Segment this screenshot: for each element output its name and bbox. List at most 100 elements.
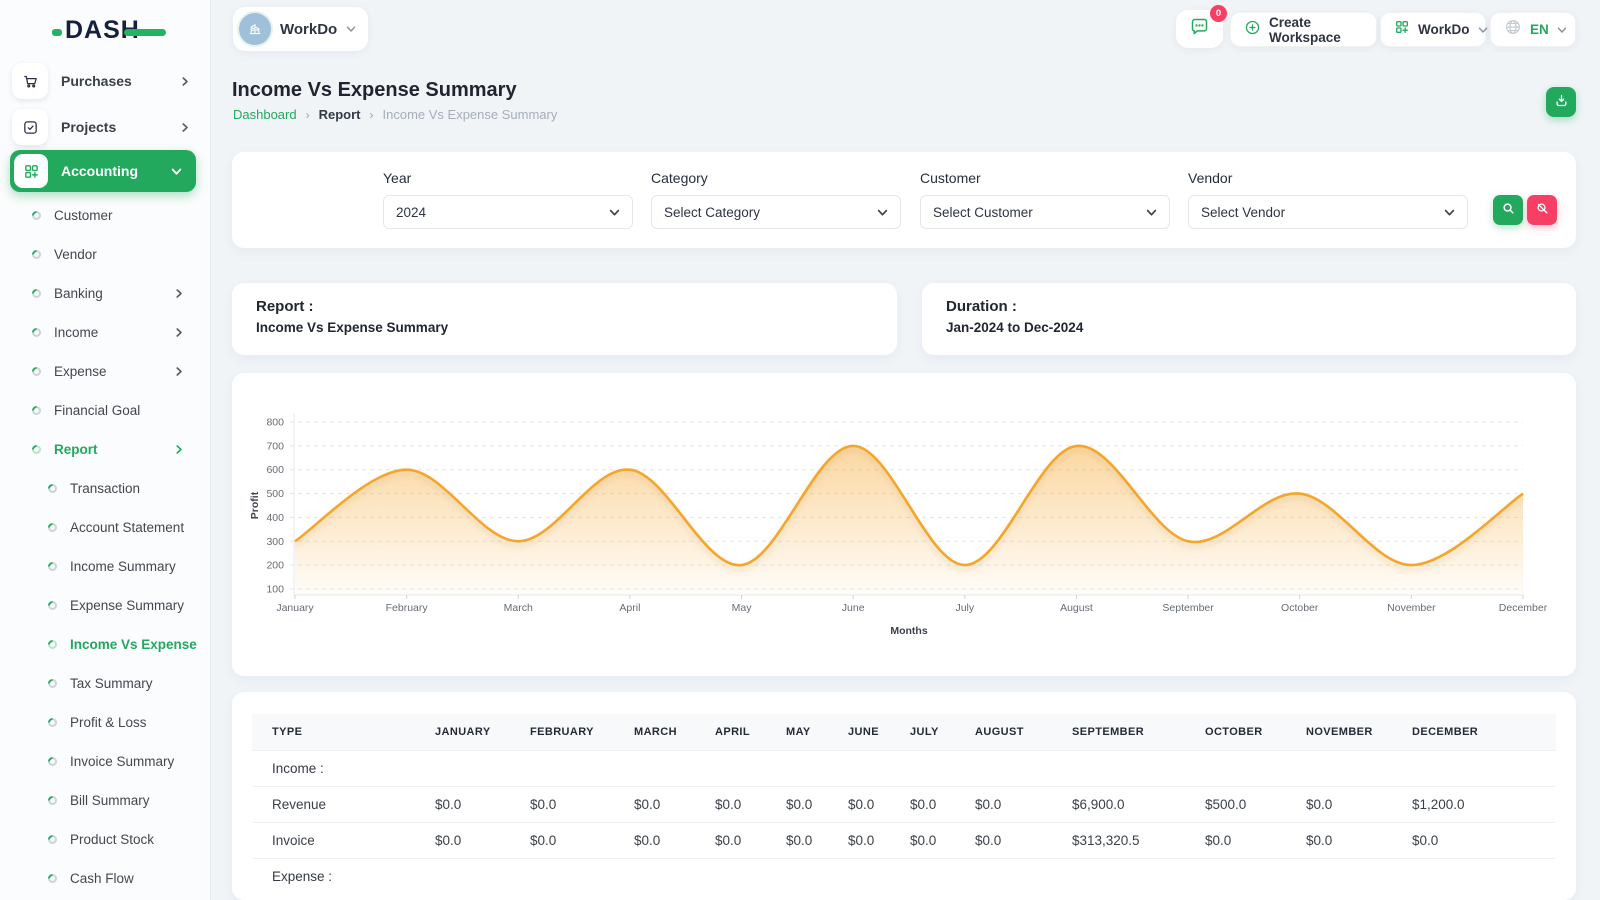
column-header-january: JANUARY bbox=[415, 714, 510, 751]
chevron-down-icon bbox=[1478, 25, 1488, 35]
page-title: Income Vs Expense Summary bbox=[232, 79, 517, 102]
duration-summary-card: Duration : Jan-2024 to Dec-2024 bbox=[922, 283, 1576, 355]
value-cell: $0.0 bbox=[614, 823, 695, 859]
sidebar-item-projects[interactable]: Projects bbox=[12, 106, 198, 148]
workspace-switcher-button[interactable]: WorkDo bbox=[1380, 12, 1486, 47]
vendor-select[interactable]: Select Vendor bbox=[1188, 195, 1468, 229]
bullet-icon bbox=[46, 716, 59, 729]
value-cell: $0.0 bbox=[510, 787, 614, 823]
chevron-down-icon bbox=[609, 207, 620, 218]
filter-customer: Customer Select Customer bbox=[920, 170, 1170, 229]
empty-cell bbox=[955, 751, 1052, 787]
reset-filter-button[interactable] bbox=[1527, 195, 1557, 225]
chart-label: April bbox=[619, 602, 640, 614]
filter-category: Category Select Category bbox=[651, 170, 901, 229]
category-select[interactable]: Select Category bbox=[651, 195, 901, 229]
sidebar-item-label: Profit & Loss bbox=[70, 715, 210, 730]
create-workspace-button[interactable]: Create Workspace bbox=[1230, 12, 1377, 47]
globe-icon bbox=[1504, 18, 1522, 41]
chart-label: September bbox=[1162, 602, 1214, 614]
sidebar-item-accounting[interactable]: Accounting bbox=[10, 150, 196, 192]
value-cell: $0.0 bbox=[828, 787, 890, 823]
checklist-icon bbox=[12, 109, 48, 145]
column-header-february: FEBRUARY bbox=[510, 714, 614, 751]
sidebar-item-purchases[interactable]: Purchases bbox=[12, 60, 198, 102]
empty-cell bbox=[415, 859, 510, 895]
sidebar: DASH Purchases Projects Accounting Custom… bbox=[0, 0, 210, 900]
apply-filter-button[interactable] bbox=[1493, 195, 1523, 225]
breadcrumb-current: Income Vs Expense Summary bbox=[383, 107, 558, 122]
language-selector[interactable]: EN bbox=[1490, 12, 1576, 47]
sidebar-item-cash-flow[interactable]: Cash Flow bbox=[0, 859, 210, 898]
sidebar-item-profit-loss[interactable]: Profit & Loss bbox=[0, 703, 210, 742]
bullet-icon bbox=[30, 365, 43, 378]
messages-button[interactable]: 0 bbox=[1176, 10, 1223, 48]
value-cell: $0.0 bbox=[614, 787, 695, 823]
sidebar-item-account-statement[interactable]: Account Statement bbox=[0, 508, 210, 547]
bullet-icon bbox=[46, 482, 59, 495]
chart-label: June bbox=[842, 602, 865, 614]
sidebar-item-transaction[interactable]: Transaction bbox=[0, 469, 210, 508]
sidebar-item-invoice-summary[interactable]: Invoice Summary bbox=[0, 742, 210, 781]
sidebar-item-tax-summary[interactable]: Tax Summary bbox=[0, 664, 210, 703]
column-header-october: OCTOBER bbox=[1185, 714, 1286, 751]
year-value: 2024 bbox=[396, 205, 426, 220]
sidebar-item-financial-goal[interactable]: Financial Goal bbox=[0, 391, 210, 430]
breadcrumb-separator: › bbox=[306, 108, 310, 122]
download-icon bbox=[1554, 93, 1569, 111]
accounting-grid-icon bbox=[14, 154, 48, 188]
sidebar-item-report[interactable]: Report bbox=[0, 430, 210, 469]
sidebar-item-customer[interactable]: Customer bbox=[0, 196, 210, 235]
report-submenu: Transaction Account Statement Income Summa… bbox=[0, 469, 210, 898]
sidebar-item-label: Account Statement bbox=[70, 520, 210, 535]
chevron-right-icon bbox=[180, 76, 190, 87]
logo-accent-bar bbox=[124, 29, 166, 36]
chevron-down-icon bbox=[346, 24, 356, 34]
sidebar-item-label: Purchases bbox=[61, 73, 180, 89]
workspace-chip[interactable]: WorkDo bbox=[233, 7, 368, 51]
sidebar-item-label: Report bbox=[54, 442, 174, 457]
sidebar-item-expense[interactable]: Expense bbox=[0, 352, 210, 391]
empty-cell bbox=[1052, 859, 1185, 895]
sidebar-item-product-stock[interactable]: Product Stock bbox=[0, 820, 210, 859]
sidebar-item-label: Cash Flow bbox=[70, 871, 210, 886]
sidebar-item-expense-summary[interactable]: Expense Summary bbox=[0, 586, 210, 625]
empty-cell bbox=[695, 859, 766, 895]
sidebar-item-label: Tax Summary bbox=[70, 676, 210, 691]
sidebar-item-vendor[interactable]: Vendor bbox=[0, 235, 210, 274]
value-cell: $0.0 bbox=[766, 823, 828, 859]
column-header-november: NOVEMBER bbox=[1286, 714, 1392, 751]
customer-select[interactable]: Select Customer bbox=[920, 195, 1170, 229]
empty-cell bbox=[766, 859, 828, 895]
logo-accent-dot bbox=[52, 29, 62, 36]
section-heading: Expense : bbox=[252, 859, 415, 895]
bullet-icon bbox=[30, 209, 43, 222]
chevron-down-icon bbox=[877, 207, 888, 218]
sidebar-item-bill-summary[interactable]: Bill Summary bbox=[0, 781, 210, 820]
value-cell: $0.0 bbox=[1392, 823, 1556, 859]
customer-value: Select Customer bbox=[933, 205, 1033, 220]
sidebar-item-banking[interactable]: Banking bbox=[0, 274, 210, 313]
customer-label: Customer bbox=[920, 170, 1170, 186]
value-cell: $0.0 bbox=[415, 787, 510, 823]
empty-cell bbox=[1286, 859, 1392, 895]
chart-label: November bbox=[1387, 602, 1436, 614]
value-cell: $313,320.5 bbox=[1052, 823, 1185, 859]
column-header-march: MARCH bbox=[614, 714, 695, 751]
chart-svg: 100200300400500600700800JanuaryFebruaryM… bbox=[232, 373, 1576, 676]
empty-cell bbox=[510, 859, 614, 895]
filter-vendor: Vendor Select Vendor bbox=[1188, 170, 1468, 229]
year-select[interactable]: 2024 bbox=[383, 195, 633, 229]
empty-cell bbox=[1286, 751, 1392, 787]
breadcrumb-dashboard-link[interactable]: Dashboard bbox=[233, 107, 297, 122]
bullet-icon bbox=[46, 755, 59, 768]
chart-label: October bbox=[1281, 602, 1319, 614]
brand-logo[interactable]: DASH bbox=[52, 16, 166, 45]
sidebar-item-income-vs-expense[interactable]: Income Vs Expense bbox=[0, 625, 210, 664]
download-report-button[interactable] bbox=[1546, 87, 1576, 117]
chart-label: February bbox=[386, 602, 429, 614]
sidebar-item-income[interactable]: Income bbox=[0, 313, 210, 352]
breadcrumb-report-link[interactable]: Report bbox=[319, 107, 361, 122]
sidebar-item-income-summary[interactable]: Income Summary bbox=[0, 547, 210, 586]
chat-bubble-icon bbox=[1189, 16, 1210, 42]
